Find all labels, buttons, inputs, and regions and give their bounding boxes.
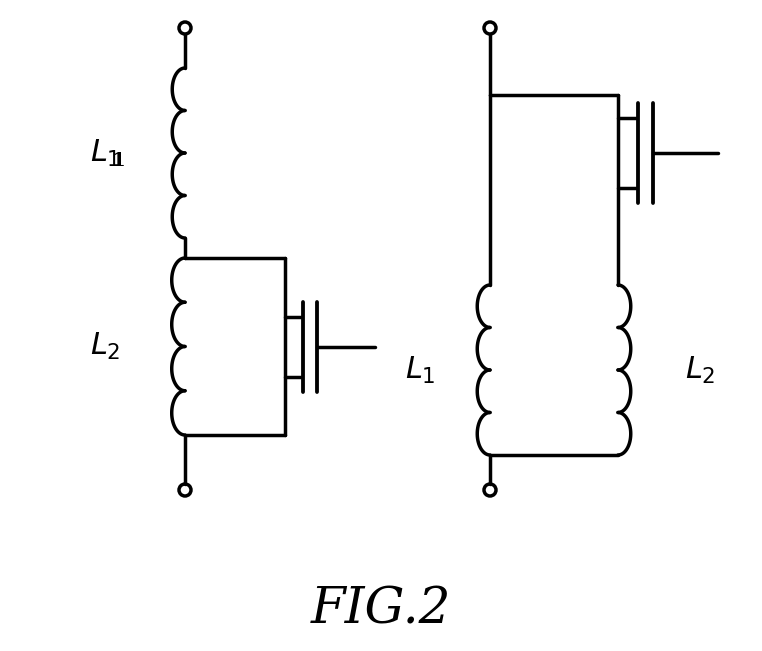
Text: $L_1$: $L_1$	[90, 137, 120, 169]
Text: $L_2$: $L_2$	[685, 354, 716, 385]
Text: FIG.2: FIG.2	[311, 585, 451, 635]
Text: $L_2$: $L_2$	[90, 331, 120, 362]
Text: 1: 1	[112, 152, 126, 170]
Text: $L_1$: $L_1$	[405, 354, 435, 385]
